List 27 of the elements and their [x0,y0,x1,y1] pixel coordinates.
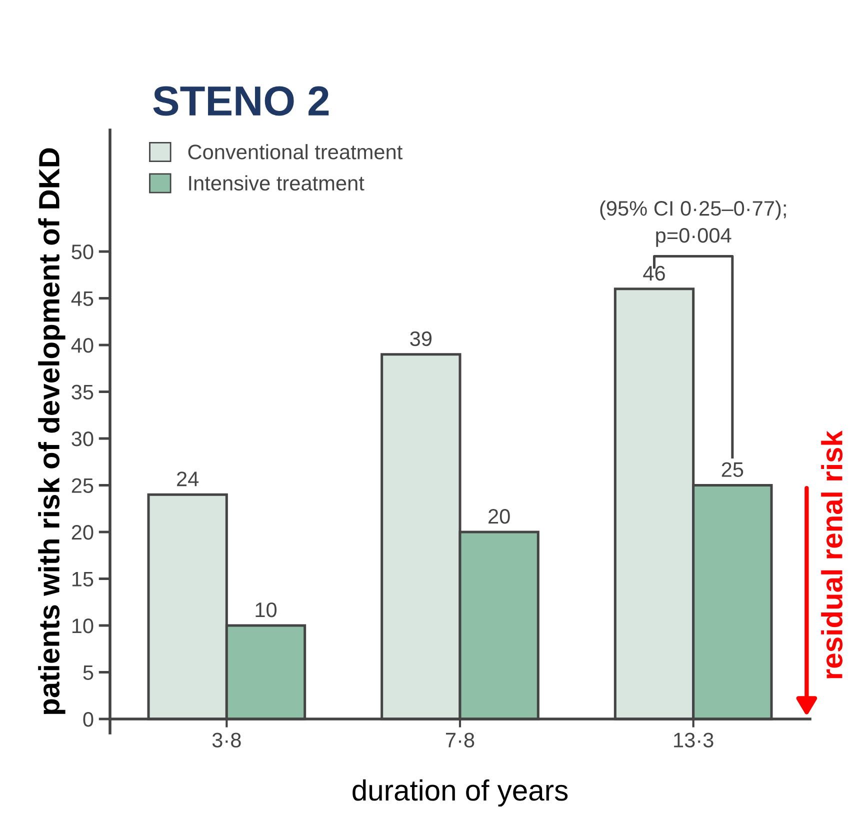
y-axis-title: patients with risk of development of DKD [38,148,66,714]
data-label: 39 [410,331,432,346]
x-tick-label: 13·3 [674,732,714,748]
y-tick-label: 0 [83,712,94,727]
y-tick-label: 30 [72,432,94,446]
chart-title: STENO 2 [153,86,329,116]
y-tick-label: 50 [72,244,94,260]
legend-label: Conventional treatment [188,144,402,160]
data-label: 24 [177,472,199,486]
y-tick-label: 10 [72,618,94,634]
y-tick-label: 45 [71,291,94,306]
data-label: 25 [722,462,744,477]
y-tick-label: 25 [72,478,94,494]
y-tick-label: 15 [72,572,94,586]
x-tick-label: 7·8 [446,732,474,748]
y-tick-label: 35 [72,384,94,400]
data-label: 46 [643,266,665,281]
data-label: 20 [488,508,510,524]
legend-label: Intensive treatment [189,175,364,191]
x-tick-label: 3·8 [212,732,241,748]
data-label: 10 [256,602,277,618]
annotation: (95% CI 0·25–0·77); p=0·004 [600,200,786,247]
y-tick-label: 20 [72,525,94,540]
text: residual renal risk [821,430,843,678]
x-axis-title: duration of years [352,779,568,807]
y-tick-label: 40 [71,338,94,353]
y-tick-label: 5 [83,665,94,680]
